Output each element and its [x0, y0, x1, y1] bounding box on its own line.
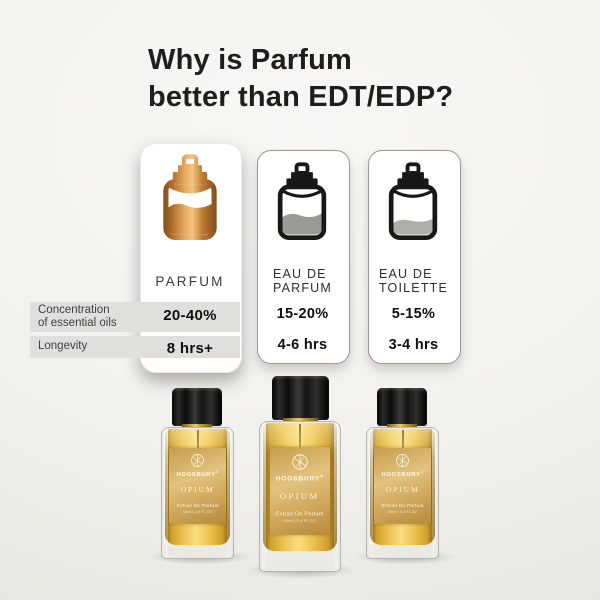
edt-bottle-icon: [388, 162, 438, 240]
edp-card-title-line1: EAU DE: [272, 267, 327, 281]
brand-monogram-icon: [292, 454, 308, 470]
bottle-label: HOOSBURY® OPIUM Extrait De Parfum 60ml |…: [169, 448, 226, 524]
registered-mark: ®: [420, 471, 424, 475]
brand-name: HOOSBURY®: [176, 471, 219, 478]
bottle-glass: HOOSBURY® OPIUM Extrait De Parfum 60ml |…: [161, 427, 234, 559]
registered-mark: ®: [320, 475, 325, 479]
parfum-concentration-value: 20-40%: [163, 307, 217, 324]
edp-card-title: EAU DE PARFUM: [257, 267, 348, 295]
edp-bottle-icon: [277, 162, 327, 240]
edp-concentration-value: 15-20%: [276, 306, 329, 322]
perfume-bottle-left: HOOSBURY® OPIUM Extrait De Parfum 60ml |…: [158, 388, 236, 560]
bottle-glass: HOOSBURY® OPIUM Extrait De Parfum 60ml |…: [259, 421, 341, 572]
parfum-bottle-icon: [163, 154, 217, 240]
product-name: OPIUM: [280, 492, 320, 502]
edt-card-title: EAU DE TOILETTE: [368, 267, 459, 295]
page-title: Why is Parfum better than EDT/EDP?: [148, 42, 453, 116]
longevity-row-label: Longevity: [38, 340, 88, 352]
product-type: Extrait De Parfum: [176, 503, 219, 509]
product-name: OPIUM: [180, 486, 215, 495]
concentration-row-band: [30, 302, 240, 332]
bottle-cap: [272, 376, 329, 420]
bottle-label: HOOSBURY® OPIUM Extrait De Parfum 60ml |…: [270, 447, 330, 535]
brand-name: HOOSBURY®: [381, 471, 424, 478]
registered-mark: ®: [215, 471, 219, 475]
edt-longevity-value: 3-4 hrs: [388, 337, 439, 353]
edt-card-title-line2: TOILETTE: [378, 281, 449, 295]
edt-card-title-line1: EAU DE: [378, 267, 433, 281]
longevity-row-band: [30, 336, 240, 358]
product-volume: 60ml | 3.4 FL.OZ: [182, 510, 213, 514]
product-type: Extrait De Parfum: [275, 511, 325, 518]
edp-longevity-value: 4-6 hrs: [277, 337, 328, 353]
product-name: OPIUM: [385, 486, 420, 495]
parfum-longevity-value: 8 hrs+: [166, 340, 214, 357]
brand-name: HOOSBURY®: [275, 475, 325, 483]
page-title-line1: Why is Parfum: [148, 44, 353, 76]
product-volume: 60ml | 3.4 FL.OZ: [387, 510, 418, 514]
product-volume: 60ml | 3.4 FL.OZ: [283, 519, 317, 524]
edt-concentration-value: 5-15%: [391, 306, 436, 322]
bottle-cap: [377, 388, 427, 426]
brand-monogram-icon: [191, 454, 204, 467]
bottle-cap: [172, 388, 222, 426]
bottle-label: HOOSBURY® OPIUM Extrait De Parfum 60ml |…: [374, 448, 431, 524]
parfum-card-title: PARFUM: [155, 274, 225, 289]
page-title-line2: better than EDT/EDP?: [148, 81, 454, 113]
edp-card-title-line2: PARFUM: [272, 281, 333, 295]
concentration-row-label-line2: of essential oils: [38, 317, 117, 329]
brand-monogram-icon: [396, 454, 409, 467]
concentration-row-label-line1: Concentration: [38, 304, 110, 316]
product-type: Extrait De Parfum: [381, 503, 424, 509]
perfume-bottle-right: HOOSBURY® OPIUM Extrait De Parfum 60ml |…: [363, 388, 441, 560]
concentration-row-label: Concentration of essential oils: [38, 304, 117, 330]
bottle-glass: HOOSBURY® OPIUM Extrait De Parfum 60ml |…: [366, 427, 439, 559]
perfume-bottle-middle: HOOSBURY® OPIUM Extrait De Parfum 60ml |…: [256, 376, 344, 572]
